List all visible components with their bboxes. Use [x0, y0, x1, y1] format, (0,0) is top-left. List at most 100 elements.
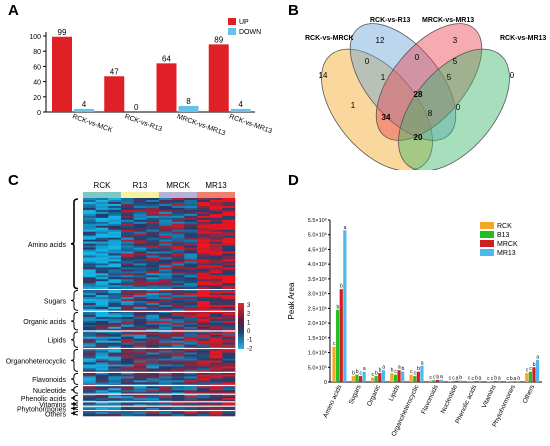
heatmap-cell	[222, 366, 236, 369]
heatmap-cell	[83, 235, 96, 238]
heatmap-cell	[159, 293, 172, 296]
heatmap-cell	[197, 243, 210, 246]
heatmap-cell	[95, 316, 109, 320]
heatmap-cell	[83, 245, 96, 248]
heatmap-cell	[108, 342, 122, 345]
heatmap-cell	[95, 402, 109, 405]
heatmap-cell	[184, 289, 198, 292]
heatmap-cell	[222, 356, 236, 359]
heatmap-cell	[171, 354, 185, 357]
heatmap-cell	[146, 247, 160, 250]
heatmap-cell	[171, 314, 185, 318]
heatmap-cell	[209, 269, 223, 272]
heatmap-cell	[83, 219, 96, 223]
heatmap-cell	[184, 328, 198, 332]
bar-mr13	[478, 380, 482, 382]
significance-letter: b	[336, 304, 339, 310]
heatmap-cell	[95, 257, 109, 260]
heatmap-cell	[171, 271, 185, 274]
heatmap-cell	[146, 261, 160, 264]
heatmap-cell	[83, 330, 96, 334]
heatmap-cell	[133, 342, 147, 345]
heatmap-cell	[222, 308, 236, 312]
y-tick-label: 5.0×10⁶	[308, 232, 327, 239]
heatmap-cell	[209, 299, 223, 302]
heatmap-cell	[184, 307, 198, 310]
heatmap-cell	[171, 227, 185, 231]
heatmap-cell	[197, 388, 210, 391]
heatmap-cell	[146, 382, 160, 385]
heatmap-cell	[146, 322, 160, 326]
heatmap-cell	[83, 293, 96, 296]
heatmap-cell	[83, 310, 96, 314]
heatmap-cell	[121, 360, 134, 363]
heatmap-cell	[146, 299, 160, 302]
heatmap-cell	[171, 303, 185, 306]
heatmap-cell	[171, 285, 185, 288]
venn-region-count: 0	[415, 53, 420, 62]
heatmap-cell	[95, 273, 109, 276]
heatmap-cell	[171, 344, 185, 347]
heatmap-cell	[209, 203, 223, 207]
heatmap-cell	[83, 233, 96, 236]
heatmap-cell	[108, 283, 122, 286]
heatmap-cell	[171, 310, 185, 314]
heatmap-cell	[121, 380, 134, 383]
heatmap-cell	[159, 271, 172, 274]
heatmap-cell	[121, 249, 134, 252]
heatmap-cell	[184, 219, 198, 223]
heatmap-cell	[184, 326, 198, 330]
heatmap-cell	[95, 328, 109, 332]
heatmap-cell	[83, 326, 96, 330]
heatmap-cell	[159, 199, 172, 203]
heatmap-cell	[83, 406, 96, 409]
heatmap-cell	[222, 235, 236, 238]
heatmap-cell	[159, 217, 172, 221]
heatmap-cell	[222, 374, 236, 377]
heatmap-cell	[108, 219, 122, 223]
bar-down	[230, 108, 251, 112]
heatmap-cell	[108, 310, 122, 314]
heatmap-cell	[83, 209, 96, 213]
heatmap-cell	[209, 281, 223, 284]
heatmap-cell	[83, 205, 96, 209]
bar-chart-a: 020406080100994RCK-vs-MCK470RCK-vs-R1364…	[29, 18, 273, 137]
heatmap-cell	[108, 305, 122, 308]
heatmap-cell	[209, 336, 223, 340]
heatmap-cell	[108, 308, 122, 312]
heatmap-cell	[171, 330, 185, 334]
heatmap-cell	[133, 396, 147, 399]
heatmap-cell	[95, 299, 109, 302]
heatmap-cell	[83, 251, 96, 254]
significance-letter: a	[382, 365, 385, 371]
x-tick-label: Vitamins	[481, 383, 498, 409]
heatmap-cell	[95, 265, 109, 268]
heatmap-cell	[159, 241, 172, 244]
heatmap-cell	[184, 201, 198, 205]
heatmap-cell	[197, 366, 210, 369]
heatmap-cell	[133, 364, 147, 367]
heatmap-cell	[146, 314, 160, 318]
heatmap-cell	[95, 221, 109, 225]
heatmap-cell	[197, 412, 210, 415]
heatmap-cell	[121, 267, 134, 270]
heatmap-cell	[133, 368, 147, 371]
heatmap-cell	[146, 320, 160, 324]
heatmap-cell	[197, 352, 210, 355]
heatmap-cell	[197, 279, 210, 282]
heatmap-cell	[146, 257, 160, 260]
bar-mr13	[401, 371, 405, 382]
heatmap-cell	[108, 251, 122, 254]
heatmap-cell	[209, 386, 223, 389]
heatmap-cell	[108, 370, 122, 373]
heatmap-cell	[197, 336, 210, 340]
x-tick-label: Sugars	[348, 383, 363, 405]
heatmap-cell	[197, 239, 210, 242]
heatmap-cell	[171, 291, 185, 294]
heatmap-cell	[146, 362, 160, 365]
heatmap-cell	[83, 291, 96, 294]
heatmap-cell	[209, 247, 223, 250]
heatmap-cell	[171, 412, 185, 415]
heatmap-cell	[197, 301, 210, 304]
heatmap-cell	[197, 289, 210, 292]
